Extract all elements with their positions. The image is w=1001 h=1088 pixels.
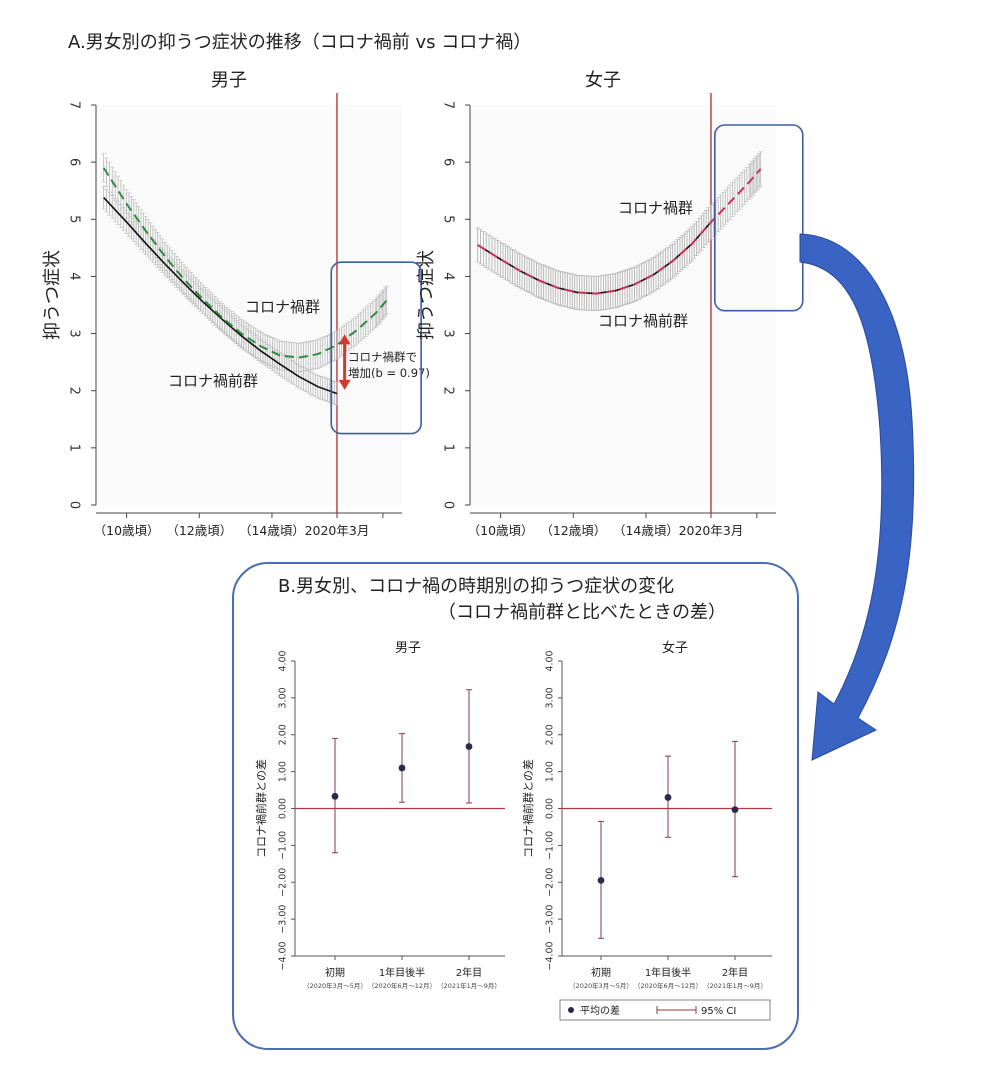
chart-A-female: 女子 0 1 2 3 4 5 6 7 抑うつ症状 （10歳頃） （12歳頃） （14歳頃） 2020年3月…	[416, 70, 804, 538]
y-tick-label: −4.00	[278, 941, 289, 970]
y-tick-label: 3	[67, 329, 82, 337]
mean-point	[597, 877, 605, 884]
mean-point	[398, 764, 406, 772]
chart-A-male: 男子 0 1 2 3 4 5 6 7 抑うつ症状 （10歳頃） （12歳頃） （14歳頃） 2020年3月…	[42, 70, 430, 538]
y-tick-label: 0	[441, 501, 456, 509]
x-tick-label: （10歳頃）	[94, 523, 160, 538]
x-tick-sublabel: （2021年1月～9月）	[437, 981, 501, 990]
y-tick-label: 6	[441, 158, 456, 166]
x-tick-label: 1年目後半	[379, 966, 425, 979]
y-tick-label: −1.00	[278, 831, 289, 860]
y-tick-label: 0	[67, 501, 82, 509]
annotation-label: コロナ禍群	[245, 298, 320, 316]
panel-b	[232, 562, 799, 1050]
x-tick-sublabel: （2020年3月～5月）	[303, 981, 367, 990]
y-axis-label: コロナ禍前群との差	[254, 759, 268, 858]
highlight-box	[330, 261, 422, 435]
series-line-post	[477, 168, 762, 295]
y-tick-label: −3.00	[278, 905, 289, 934]
y-tick-label: 5	[67, 215, 82, 223]
x-tick-label: （12歳頃）	[540, 523, 606, 538]
y-tick-label: 4	[441, 272, 456, 280]
annotation-label: コロナ禍群	[618, 199, 693, 217]
series-line-post	[102, 167, 388, 359]
y-tick-label: 1	[67, 444, 82, 452]
chart-title: 女子	[585, 70, 621, 91]
panel-b-charts: 男子 −4.00 −3.00 −2.00 −1.00 0.00 1.00 2.00 3.00 4.…	[254, 640, 772, 1021]
section-a-title: A.男女別の抑うつ症状の推移（コロナ禍前 vs コロナ禍）	[68, 32, 532, 53]
annotation-label: コロナ禍群で	[348, 350, 417, 364]
y-tick-label: 5	[441, 215, 456, 223]
y-axis-label: 抑うつ症状	[416, 250, 437, 340]
x-tick-label: 2年目	[456, 966, 482, 979]
arrow-head-down-icon	[338, 379, 351, 390]
annotation-label: コロナ禍前群	[598, 312, 688, 330]
y-tick-label: 3.00	[545, 687, 556, 708]
y-tick-label: 4.00	[545, 650, 556, 671]
chart-title: 男子	[211, 70, 247, 91]
plot-area	[96, 105, 402, 505]
x-tick-label: 2020年3月	[679, 523, 744, 538]
y-tick-label: 2	[67, 387, 82, 395]
x-tick-sublabel: （2020年6月～12月）	[634, 981, 702, 990]
y-tick-label: 7	[67, 101, 82, 109]
mean-point	[664, 794, 672, 801]
y-tick-label: −3.00	[545, 905, 556, 934]
legend: 平均の差 95% CI	[559, 999, 771, 1021]
y-tick-label: −4.00	[545, 941, 556, 970]
section-b-subtitle: （コロナ禍前群と比べたときの差）	[438, 602, 726, 623]
x-tick-label: （12歳頃）	[166, 523, 232, 538]
y-tick-label: 4	[67, 272, 82, 280]
y-tick-label: −2.00	[278, 868, 289, 897]
x-tick-label: 2年目	[722, 966, 748, 979]
x-tick-sublabel: （2020年3月～5月）	[569, 981, 633, 990]
y-tick-label: 3.00	[278, 687, 289, 708]
mean-point	[731, 806, 739, 814]
x-tick-sublabel: （2020年6月～12月）	[368, 981, 436, 990]
mean-point	[465, 743, 473, 750]
x-tick-label: （10歳頃）	[468, 523, 534, 538]
chart-B-female: 女子 −4.00 −3.00 −2.00 −1.00 0.00 1.00 2.00 3.00 4.…	[521, 640, 772, 990]
y-tick-label: 1	[441, 444, 456, 452]
y-tick-label: −2.00	[545, 868, 556, 897]
x-tick-label: 初期	[591, 966, 611, 979]
y-tick-label: 7	[441, 101, 456, 109]
y-tick-label: 2.00	[545, 724, 556, 745]
y-axis-label: コロナ禍前群との差	[521, 759, 535, 858]
x-tick-label: （14歳頃）	[239, 523, 305, 538]
chart-title: 女子	[662, 640, 688, 656]
y-tick-label: 0.00	[545, 798, 556, 819]
y-tick-label: 6	[67, 158, 82, 166]
x-tick-sublabel: （2021年1月～9月）	[703, 981, 767, 990]
x-tick-label: （14歳頃）	[613, 523, 679, 538]
highlight-box	[713, 124, 804, 312]
y-tick-label: 2	[441, 387, 456, 395]
y-tick-label: 2.00	[278, 724, 289, 745]
arrow-head-up-icon	[338, 334, 351, 345]
y-tick-label: 1.00	[278, 761, 289, 782]
x-tick-label: 1年目後半	[645, 966, 691, 979]
annotation-label: 増加(b = 0.97)	[348, 366, 430, 380]
section-b-title: B.男女別、コロナ禍の時期別の抑うつ症状の変化	[278, 576, 675, 597]
mean-point	[331, 792, 339, 800]
x-tick-label: 初期	[325, 966, 345, 979]
x-tick-label: 2020年3月	[305, 523, 370, 538]
y-tick-label: 4.00	[278, 650, 289, 671]
y-tick-label: 0.00	[278, 798, 289, 819]
y-tick-label: −1.00	[545, 831, 556, 860]
y-tick-label: 1.00	[545, 761, 556, 782]
y-axis-label: 抑うつ症状	[42, 250, 63, 340]
legend-point-icon	[568, 1007, 574, 1013]
series-line-pre	[103, 197, 338, 395]
legend-ci-label: 95% CI	[701, 1006, 736, 1017]
y-tick-label: 3	[441, 329, 456, 337]
legend-point-label: 平均の差	[580, 1004, 620, 1017]
annotation-label: コロナ禍前群	[168, 372, 258, 390]
chart-title: 男子	[395, 641, 421, 656]
chart-B-male: 男子 −4.00 −3.00 −2.00 −1.00 0.00 1.00 2.00 3.00 4.…	[254, 641, 505, 990]
